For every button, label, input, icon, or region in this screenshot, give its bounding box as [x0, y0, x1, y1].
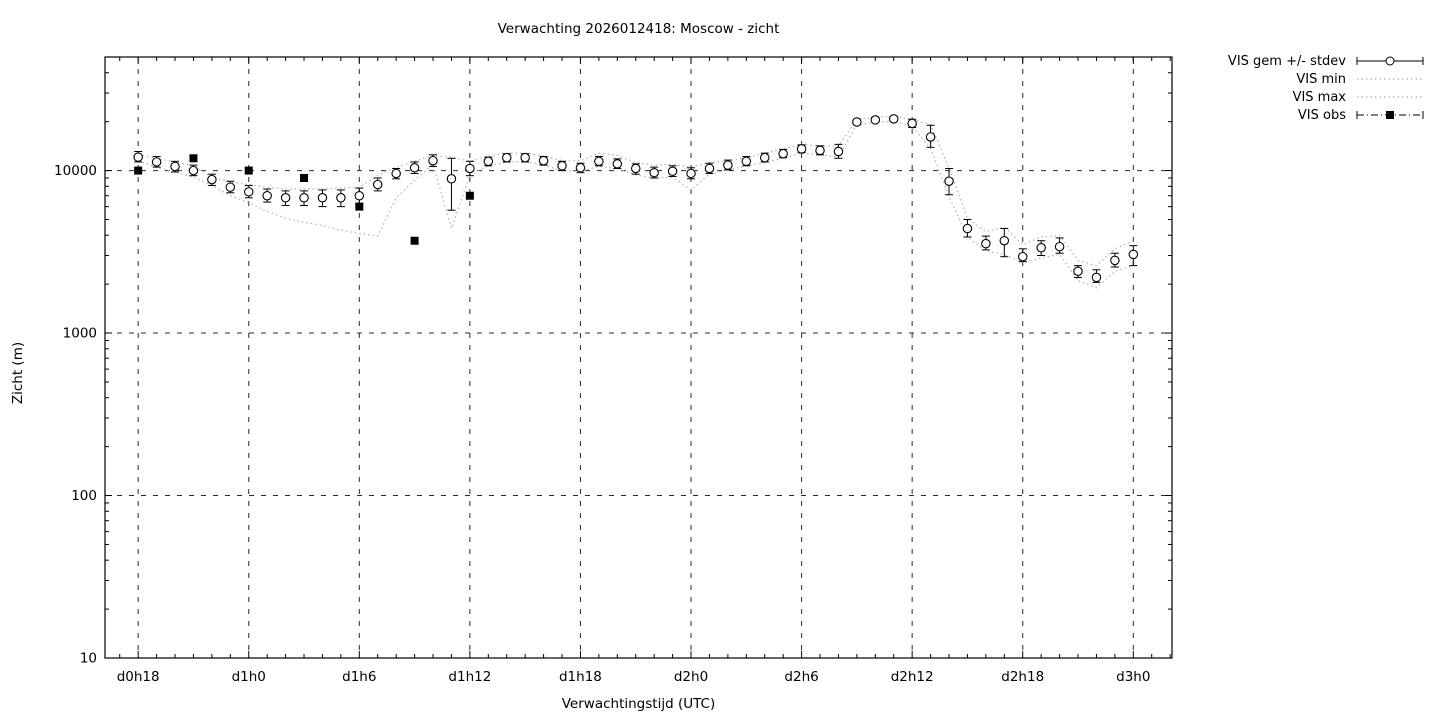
chart-legend: VIS gem +/- stdev VIS min VIS max VIS obs [1228, 52, 1426, 124]
legend-sample-filled-square [1356, 111, 1424, 119]
y-tick-label: 10000 [54, 163, 97, 179]
plot-frame [104, 56, 1173, 659]
series-vis-gem [133, 114, 1139, 283]
y-tick-label: 100 [71, 488, 97, 504]
series-vis-min [137, 120, 1134, 289]
legend-item-label: VIS gem +/- stdev [1227, 53, 1346, 69]
x-tick-label: d2h6 [784, 669, 818, 685]
legend-sample-errorbar-circle [1356, 56, 1424, 66]
y-tick-label: 10 [80, 651, 97, 667]
x-tick-label: d2h12 [891, 669, 934, 685]
axis-ticks [105, 56, 1172, 659]
chart-title: Verwachting 2026012418: Moscow - zicht [497, 21, 780, 37]
x-tick-labels: d0h18 d1h0 d1h6 d1h12 d1h18 d2h0 d2h6 d2h12 d2h1… [117, 669, 1151, 685]
x-tick-label: d2h0 [674, 669, 708, 685]
y-tick-label: 1000 [63, 326, 97, 342]
legend-item: VIS obs [1228, 106, 1426, 124]
legend-sample-dotted [1357, 96, 1423, 98]
legend-sample-dotted [1357, 78, 1423, 80]
x-tick-label: d1h12 [448, 669, 491, 685]
legend-item-label: VIS min [1296, 71, 1346, 87]
grid-lines [105, 57, 1172, 658]
x-tick-label: d0h18 [117, 669, 160, 685]
x-tick-label: d1h6 [342, 669, 376, 685]
y-tick-labels: 10 100 1000 10000 [54, 163, 97, 666]
legend-item-label: VIS obs [1297, 107, 1346, 123]
x-tick-label: d3h0 [1116, 669, 1150, 685]
legend-item-label: VIS max [1292, 89, 1346, 105]
legend-item: VIS gem +/- stdev [1228, 52, 1426, 70]
x-tick-label: d1h0 [232, 669, 266, 685]
legend-item: VIS max [1228, 88, 1426, 106]
x-tick-label: d2h18 [1001, 669, 1044, 685]
series-vis-obs [134, 154, 474, 245]
series-vis-max [138, 115, 1134, 267]
legend-item: VIS min [1228, 70, 1426, 88]
x-axis-label: Verwachtingstijd (UTC) [561, 696, 716, 712]
x-tick-label: d1h18 [559, 669, 602, 685]
